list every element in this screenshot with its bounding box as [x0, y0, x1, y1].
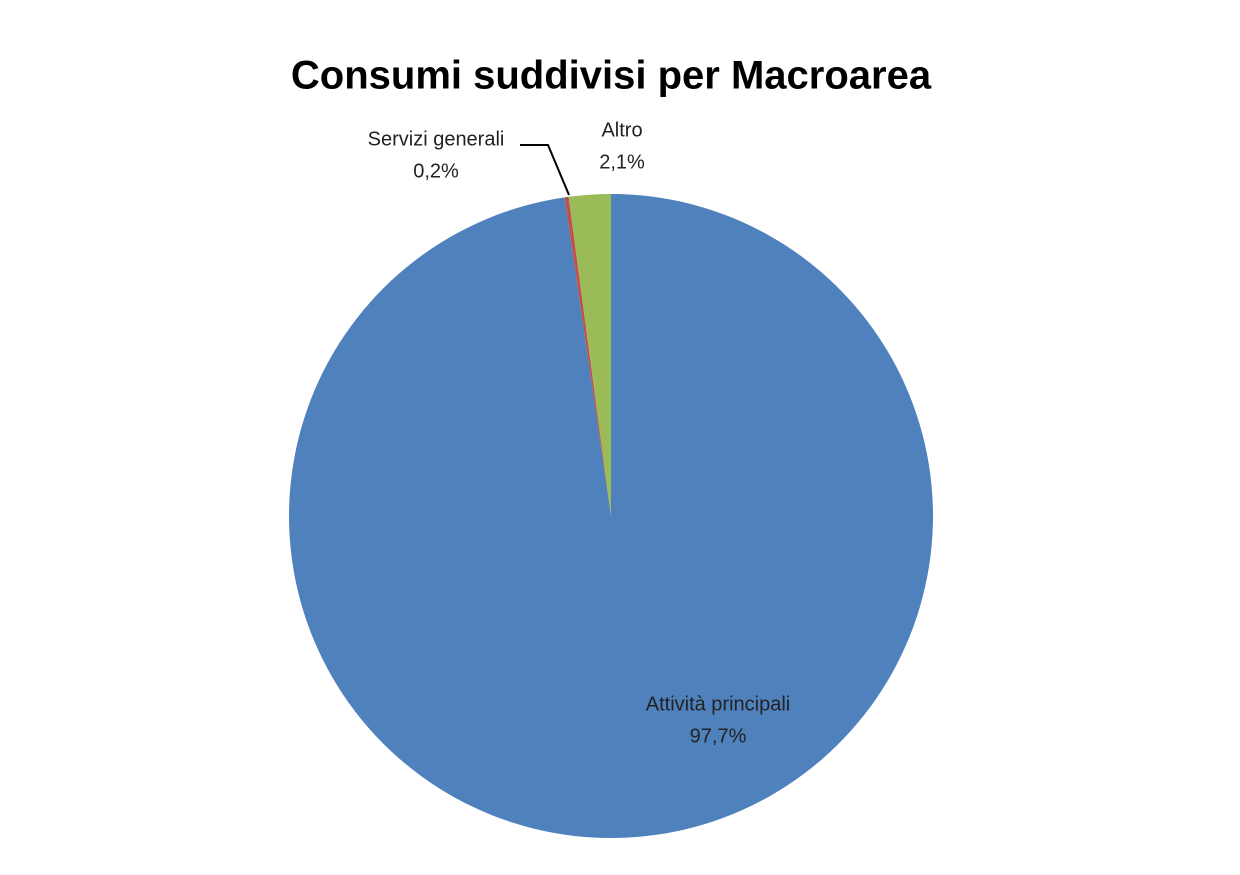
leader-line [520, 144, 570, 196]
pie-slice [289, 194, 934, 839]
slice-value-label: 0,2% [413, 160, 459, 182]
slice-label: Attività principali [646, 693, 791, 715]
slice-value-label: 97,7% [690, 725, 747, 747]
pie-slice [568, 194, 611, 516]
slice-label: Altro [601, 119, 642, 141]
pie-slice [564, 196, 611, 516]
slice-label: Servizi generali [368, 128, 505, 150]
slice-value-label: 2,1% [599, 151, 645, 173]
chart-title: Consumi suddivisi per Macroarea [291, 54, 932, 98]
